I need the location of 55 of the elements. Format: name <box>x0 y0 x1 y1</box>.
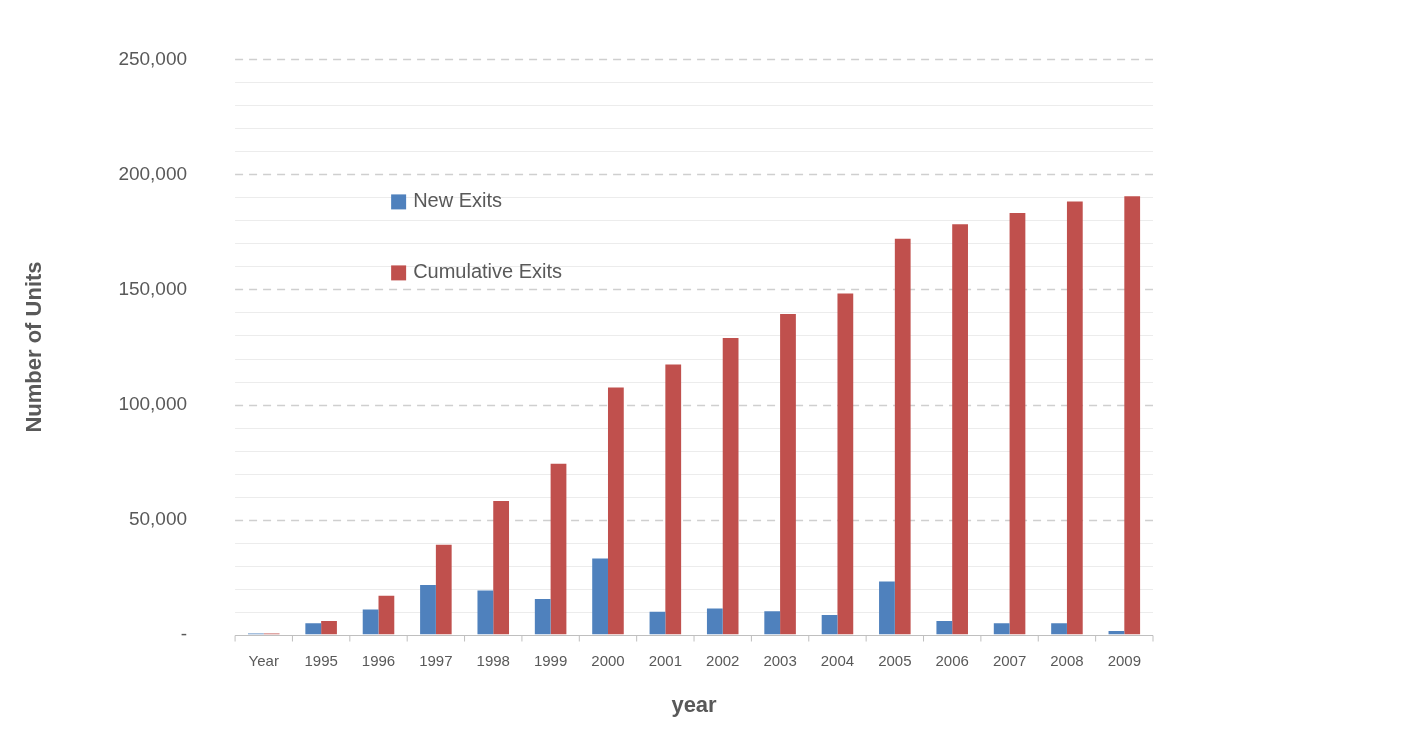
bar <box>592 558 608 635</box>
bar <box>722 338 739 635</box>
bar <box>821 615 838 635</box>
bar <box>435 544 452 635</box>
bar <box>1066 201 1083 635</box>
x-tick-label: 2007 <box>992 651 1027 669</box>
bar <box>837 293 854 635</box>
bar <box>993 623 1010 635</box>
bar <box>1009 213 1026 635</box>
bar <box>477 590 494 635</box>
x-tick-label: 2002 <box>706 651 740 669</box>
y-tick-label: 100,000 <box>118 392 188 414</box>
legend-label: New Exits <box>413 188 503 211</box>
x-tick-label: 2005 <box>878 651 912 669</box>
x-tick-label: 1996 <box>361 651 396 669</box>
bar <box>665 364 682 635</box>
bar <box>649 611 666 635</box>
text: 50,000 <box>128 507 188 529</box>
bar <box>1051 623 1067 635</box>
bar <box>378 595 395 635</box>
bar <box>493 500 510 635</box>
x-tick-label: 1998 <box>476 651 510 669</box>
bar <box>706 608 723 635</box>
bar <box>764 611 781 635</box>
x-tick-label: 1995 <box>304 651 338 669</box>
y-tick-label: 150,000 <box>118 277 188 299</box>
bar <box>952 224 968 635</box>
bar <box>1124 196 1141 635</box>
bar <box>534 598 551 635</box>
x-tick-label: 2003 <box>763 651 797 669</box>
bar <box>321 621 337 635</box>
x-tick-label: Year <box>248 651 279 669</box>
bar <box>780 314 796 635</box>
x-tick-label: 2000 <box>591 651 625 669</box>
x-tick-label: 2001 <box>648 651 683 669</box>
bar <box>420 584 436 635</box>
bar <box>607 387 624 635</box>
bar <box>550 463 567 635</box>
bar <box>894 238 911 635</box>
y-tick-label: 250,000 <box>118 47 188 69</box>
y-tick-label: 200,000 <box>118 162 188 184</box>
x-axis-title: year <box>671 691 718 717</box>
x-tick-label: 2004 <box>820 651 855 669</box>
x-tick-label: 1999 <box>533 651 568 669</box>
x-tick-label: 2008 <box>1050 651 1084 669</box>
x-tick-label: 1997 <box>419 651 453 669</box>
legend-label: Cumulative Exits <box>413 259 563 282</box>
bar <box>936 621 953 635</box>
y-tick-label: - <box>180 622 188 644</box>
bar <box>305 623 322 635</box>
bar <box>362 609 379 635</box>
bar <box>879 581 895 635</box>
y-axis-title: Number of Units <box>21 261 47 433</box>
x-tick-label: 2006 <box>935 651 969 669</box>
x-tick-label: 2009 <box>1107 651 1141 669</box>
